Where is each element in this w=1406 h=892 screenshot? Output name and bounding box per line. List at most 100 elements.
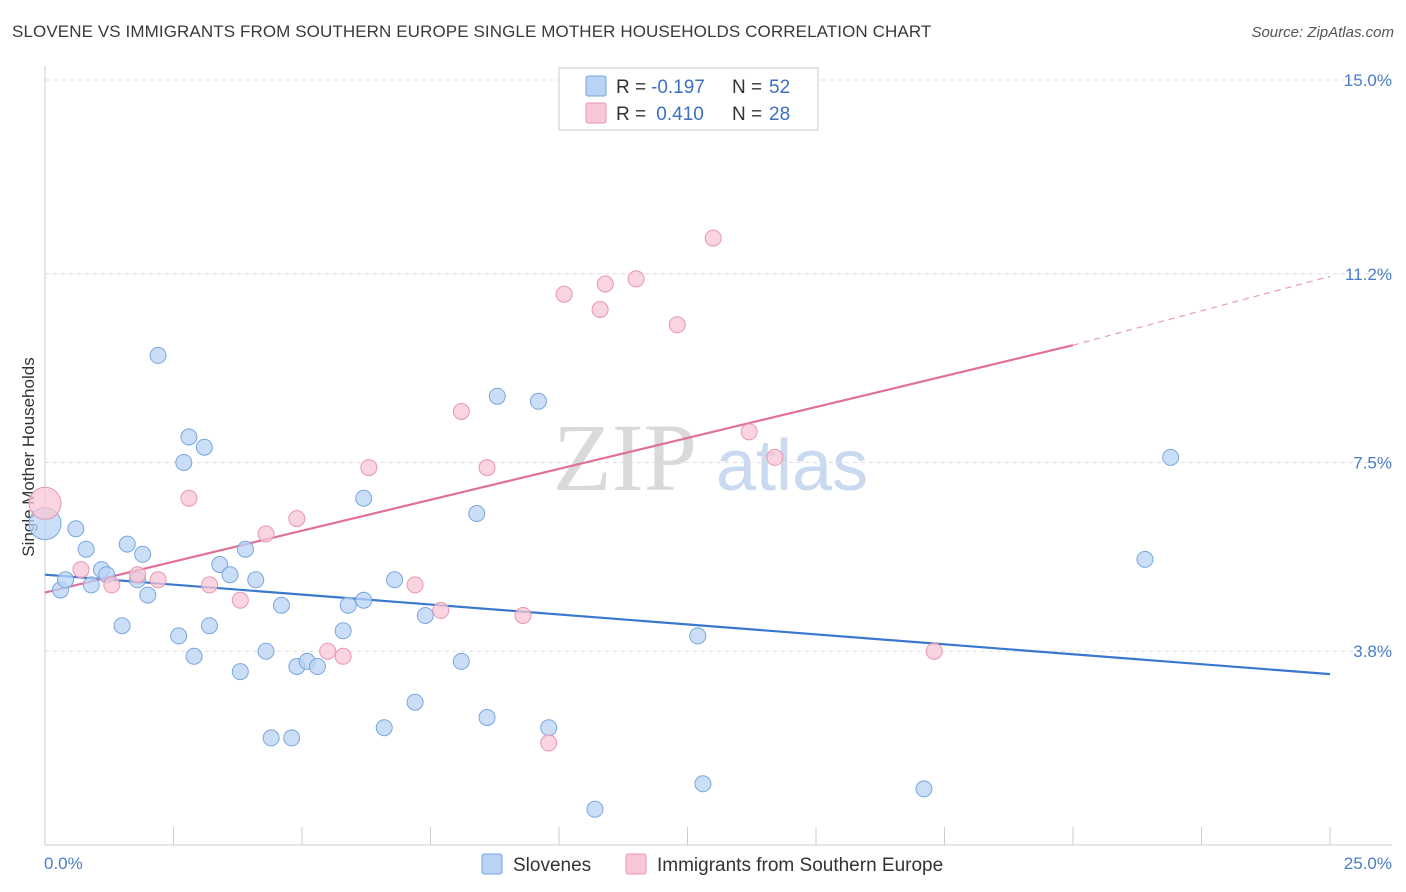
legend-n-value-2: 28 — [769, 104, 790, 125]
point-slovenes — [915, 780, 933, 798]
chart-title: SLOVENE VS IMMIGRANTS FROM SOUTHERN EURO… — [12, 22, 932, 41]
watermark-atlas: atlas — [716, 426, 868, 506]
point-immigrants — [257, 525, 275, 543]
point-slovenes — [134, 545, 152, 563]
point-immigrants — [596, 275, 614, 293]
point-immigrants — [231, 591, 249, 609]
point-slovenes — [478, 709, 496, 726]
point-immigrants — [334, 647, 352, 665]
point-slovenes — [113, 617, 131, 635]
point-slovenes — [139, 586, 157, 604]
point-immigrants — [28, 486, 62, 520]
point-slovenes — [339, 596, 357, 614]
legend-n-label-1: N = — [732, 77, 762, 98]
y-tick-label: 7.5% — [1353, 454, 1392, 473]
point-immigrants — [740, 423, 758, 441]
y-tick-label: 15.0% — [1344, 71, 1392, 90]
point-slovenes — [694, 775, 712, 793]
point-immigrants — [360, 459, 378, 477]
point-slovenes — [57, 571, 75, 589]
point-slovenes — [262, 729, 280, 747]
point-slovenes — [200, 617, 218, 635]
point-slovenes — [488, 387, 506, 405]
point-immigrants — [180, 489, 198, 507]
point-slovenes — [67, 520, 85, 538]
point-immigrants — [432, 601, 450, 619]
legend-n-value-1: 52 — [769, 77, 790, 98]
point-immigrants — [129, 566, 147, 584]
point-slovenes — [416, 607, 434, 624]
point-slovenes — [375, 719, 393, 737]
point-immigrants — [627, 270, 645, 288]
point-immigrants — [514, 607, 532, 624]
point-slovenes — [386, 571, 404, 589]
point-immigrants — [319, 642, 337, 660]
point-slovenes — [175, 454, 193, 471]
point-immigrants — [478, 459, 496, 477]
point-slovenes — [180, 428, 198, 446]
point-slovenes — [406, 693, 424, 711]
grid-lines — [45, 79, 1392, 652]
legend-swatch-pink — [585, 102, 607, 124]
trend-line-immigrants — [44, 344, 1074, 594]
stats-legend: R = -0.197 N = 52 R = 0.410 N = 28 — [558, 67, 819, 131]
point-immigrants — [668, 316, 686, 334]
point-slovenes — [1136, 550, 1154, 568]
axes — [44, 66, 1392, 846]
point-slovenes — [170, 627, 188, 645]
trend-line-slovenes — [44, 573, 1331, 676]
x-tick-label-min: 0.0% — [44, 854, 83, 873]
point-slovenes — [236, 540, 254, 558]
trend-lines — [44, 275, 1331, 676]
legend-n-label-2: N = — [732, 104, 762, 125]
point-slovenes — [586, 800, 604, 818]
point-slovenes — [211, 556, 229, 573]
point-slovenes — [195, 438, 213, 456]
point-immigrants — [540, 734, 558, 752]
point-immigrants — [704, 229, 722, 247]
point-slovenes — [231, 663, 249, 681]
watermark-zip: ZIP — [553, 404, 697, 511]
legend-r-label-1: R = — [616, 77, 646, 98]
point-slovenes — [77, 540, 95, 558]
point-immigrants — [200, 576, 218, 594]
point-slovenes — [540, 719, 558, 737]
trend-line-immigrants-extrapolated — [1072, 275, 1331, 346]
series-legend-label-immigrants: Immigrants from Southern Europe — [657, 855, 943, 876]
series-legend: Slovenes Immigrants from Southern Europe — [481, 853, 943, 876]
y-tick-label: 3.8% — [1353, 642, 1392, 661]
point-slovenes — [257, 642, 275, 660]
point-slovenes — [308, 658, 326, 675]
point-slovenes — [185, 647, 203, 665]
series-legend-swatch-slovenes — [481, 853, 503, 875]
point-immigrants — [555, 285, 573, 303]
point-immigrants — [288, 510, 306, 528]
legend-r-value-1: -0.197 — [651, 77, 705, 98]
point-slovenes — [334, 622, 352, 640]
point-slovenes — [452, 652, 470, 670]
point-slovenes — [247, 571, 265, 589]
data-points — [28, 229, 1180, 818]
point-immigrants — [72, 561, 90, 579]
legend-r-value-2: 0.410 — [651, 104, 704, 125]
point-immigrants — [149, 571, 167, 589]
point-slovenes — [221, 566, 239, 584]
point-immigrants — [591, 301, 609, 318]
point-immigrants — [766, 448, 784, 466]
point-slovenes — [355, 489, 373, 507]
point-immigrants — [406, 576, 424, 594]
y-tick-labels: 3.8% 7.5% 11.2% 15.0% — [1344, 71, 1392, 661]
point-slovenes — [82, 576, 100, 594]
source-label: Source: ZipAtlas.com — [1251, 24, 1394, 41]
point-slovenes — [283, 729, 301, 747]
point-slovenes — [272, 596, 290, 614]
x-tick-label-max: 25.0% — [1344, 854, 1392, 873]
legend-swatch-blue — [585, 75, 607, 97]
point-slovenes — [1162, 448, 1180, 466]
point-slovenes — [468, 505, 486, 522]
series-legend-label-slovenes: Slovenes — [513, 855, 591, 876]
point-immigrants — [452, 403, 470, 420]
point-slovenes — [355, 591, 373, 609]
y-tick-label: 11.2% — [1345, 265, 1392, 284]
point-immigrants — [925, 642, 943, 660]
